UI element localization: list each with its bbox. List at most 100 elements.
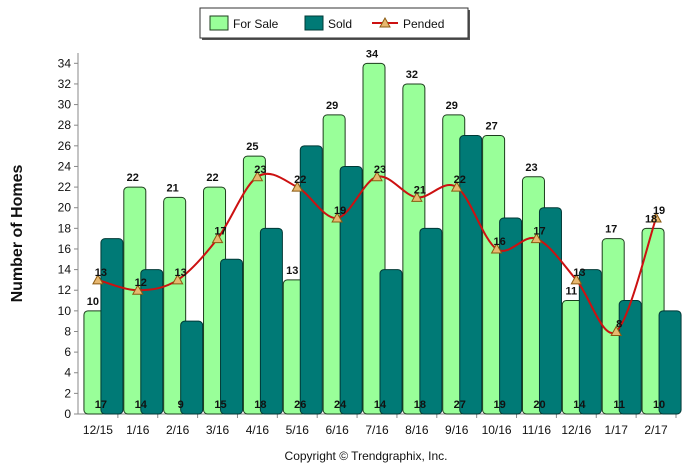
pended-marker <box>131 284 144 295</box>
pended-marker <box>171 273 184 285</box>
x-tick-label: 11/16 <box>522 423 551 437</box>
pended-value-label: 12 <box>135 277 147 289</box>
pended-marker <box>211 232 224 244</box>
y-tick-label: 24 <box>58 159 72 173</box>
sold-swatch <box>304 15 324 31</box>
pended-value-label: 23 <box>374 164 386 176</box>
x-tick-label: 1/17 <box>605 423 629 437</box>
pended-line <box>92 170 662 336</box>
x-tick-label: 4/16 <box>246 423 270 437</box>
pended-value-label: 16 <box>493 236 505 248</box>
sold-bar <box>459 135 483 415</box>
sold-value-label: 17 <box>95 399 107 411</box>
y-tick-label: 16 <box>58 242 72 256</box>
sold-bar <box>220 258 244 415</box>
pended-marker <box>331 211 343 223</box>
pended-marker <box>411 191 423 202</box>
for-sale-value-label: 13 <box>286 265 298 277</box>
sold-value-label: 18 <box>254 399 266 411</box>
x-tick-label: 10/16 <box>482 423 512 437</box>
pended-marker <box>490 242 503 254</box>
for-sale-value-label: 10 <box>87 296 99 308</box>
sold-value-label: 19 <box>493 399 505 411</box>
sold-bar <box>299 145 323 415</box>
pended-marker <box>650 211 662 223</box>
pended-marker <box>291 181 304 192</box>
x-tick-label: 6/16 <box>325 423 349 437</box>
y-tick-label: 34 <box>58 56 72 70</box>
for-sale-value-label: 25 <box>246 141 258 153</box>
for-sale-value-label: 21 <box>167 182 179 194</box>
y-tick-label: 8 <box>64 324 71 338</box>
sold-bar <box>180 320 204 415</box>
legend-label-sold: Sold <box>328 17 352 31</box>
pended-value-label: 13 <box>95 267 107 279</box>
sold-bar <box>100 238 124 415</box>
pended-swatch-marker <box>379 16 391 28</box>
x-tick-label: 1/16 <box>126 423 150 437</box>
sold-bar <box>499 217 523 415</box>
sold-value-label: 14 <box>573 399 586 411</box>
pended-value-label: 22 <box>454 174 466 186</box>
pended-value-label: 23 <box>254 164 266 176</box>
sold-value-label: 10 <box>653 399 665 411</box>
pended-marker <box>570 273 583 285</box>
sold-bar <box>578 269 602 415</box>
copyright-text: Copyright © Trendgraphix, Inc. <box>285 449 448 463</box>
sold-value-label: 20 <box>533 399 545 411</box>
x-tick-label: 3/16 <box>206 423 230 437</box>
legend-label-for-sale: For Sale <box>233 17 279 31</box>
x-tick-label: 12/16 <box>561 423 591 437</box>
y-tick-label: 4 <box>64 366 71 380</box>
y-tick-label: 20 <box>58 201 72 215</box>
for-sale-value-label: 32 <box>406 69 418 81</box>
sold-value-label: 9 <box>178 399 184 411</box>
pended-value-label: 13 <box>573 267 585 279</box>
x-tick-label: 9/16 <box>445 423 469 437</box>
y-tick-label: 10 <box>58 304 72 318</box>
y-tick-label: 12 <box>58 283 72 297</box>
for-sale-value-label: 18 <box>645 213 657 225</box>
sold-bar <box>339 165 363 415</box>
data-labels: 10 17 22 14 21 9 22 15 25 18 13 26 29 24 34 14 32 18 29 27 2… <box>87 48 665 411</box>
y-tick-label: 6 <box>64 345 71 359</box>
pended-marker <box>92 273 104 285</box>
for-sale-value-label: 29 <box>326 100 338 112</box>
pended-marker <box>251 170 264 182</box>
sold-bar <box>538 207 562 415</box>
pended-value-label: 19 <box>334 205 346 217</box>
for-sale-value-label: 27 <box>485 121 497 133</box>
for-sale-value-label: 17 <box>605 224 617 236</box>
pended-marker <box>610 325 623 336</box>
sold-bar <box>140 269 164 415</box>
x-tick-label: 5/16 <box>286 423 310 437</box>
legend: For Sale Sold Pended <box>199 7 470 40</box>
y-tick-label: 18 <box>58 221 72 235</box>
y-tick-label: 22 <box>58 180 72 194</box>
x-tick-label: 2/16 <box>166 423 190 437</box>
pended-value-label: 19 <box>653 205 665 217</box>
pended-marker <box>530 232 543 244</box>
x-tick-label: 2/17 <box>644 423 668 437</box>
sold-value-label: 14 <box>135 399 148 411</box>
y-tick-label: 28 <box>58 118 72 132</box>
pended-value-label: 17 <box>533 226 545 238</box>
bars <box>83 62 682 415</box>
sold-value-label: 24 <box>334 399 347 411</box>
sold-bar <box>419 227 443 415</box>
pended-value-label: 21 <box>414 184 426 196</box>
y-axis-label: Number of Homes <box>9 165 26 303</box>
for-sale-swatch <box>209 15 229 31</box>
pended-value-label: 17 <box>214 226 226 238</box>
for-sale-value-label: 34 <box>366 48 379 60</box>
pended-value-label: 8 <box>616 318 622 330</box>
for-sale-value-label: 22 <box>127 172 139 184</box>
legend-label-pended: Pended <box>403 17 444 31</box>
pended-marker <box>450 181 463 192</box>
y-tick-label: 26 <box>58 139 72 153</box>
pended-value-label: 22 <box>294 174 306 186</box>
sold-bar <box>618 300 642 415</box>
y-tick-label: 32 <box>58 77 72 91</box>
x-tick-label: 8/16 <box>405 423 429 437</box>
